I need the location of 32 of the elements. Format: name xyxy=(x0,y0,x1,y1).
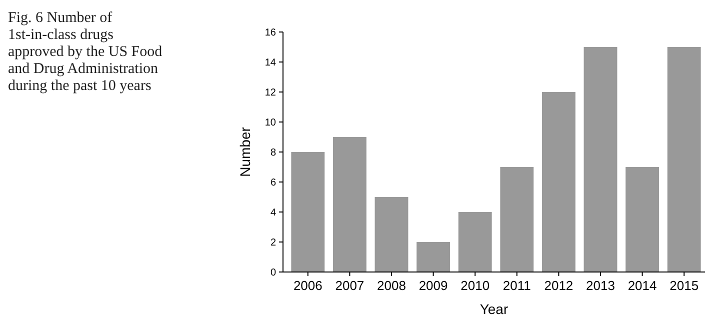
x-tick-label: 2009 xyxy=(418,278,448,293)
x-tick-label: 2015 xyxy=(670,278,699,293)
bar xyxy=(458,212,492,272)
text: Fig. 6 Number of 1st-in-class drugs approved by the US Food and Drug Administration during the past 10 years xyxy=(8,10,163,94)
y-tick-label: 2 xyxy=(270,238,276,248)
bar xyxy=(542,92,576,272)
x-tick-label: 2011 xyxy=(502,278,531,293)
y-tick-label: 14 xyxy=(264,58,276,68)
y-tick-label: 10 xyxy=(264,118,276,128)
x-tick-label: 2008 xyxy=(377,278,406,293)
y-tick-label: 16 xyxy=(264,28,276,38)
bar xyxy=(291,152,325,272)
x-tick-label: 2006 xyxy=(293,278,322,293)
x-tick-label: 2012 xyxy=(544,278,574,293)
x-tick-label: 2010 xyxy=(460,278,490,293)
x-tick-label: 2007 xyxy=(335,278,364,293)
y-axis-title: Number xyxy=(237,126,253,177)
bar xyxy=(667,47,701,272)
y-tick-label: 12 xyxy=(264,88,276,98)
x-tick-label: 2014 xyxy=(628,278,657,293)
bar xyxy=(584,47,618,272)
bar xyxy=(416,242,450,272)
y-tick-label: 8 xyxy=(270,148,276,158)
bar xyxy=(374,197,408,272)
y-tick-label: 6 xyxy=(270,178,276,188)
bar xyxy=(626,167,660,272)
y-tick-label: 4 xyxy=(270,208,276,218)
bar xyxy=(500,167,534,272)
x-axis-title: Year xyxy=(480,301,508,317)
y-tick-label: 0 xyxy=(270,268,276,278)
x-tick-label: 2013 xyxy=(586,278,615,293)
bar xyxy=(332,137,366,272)
